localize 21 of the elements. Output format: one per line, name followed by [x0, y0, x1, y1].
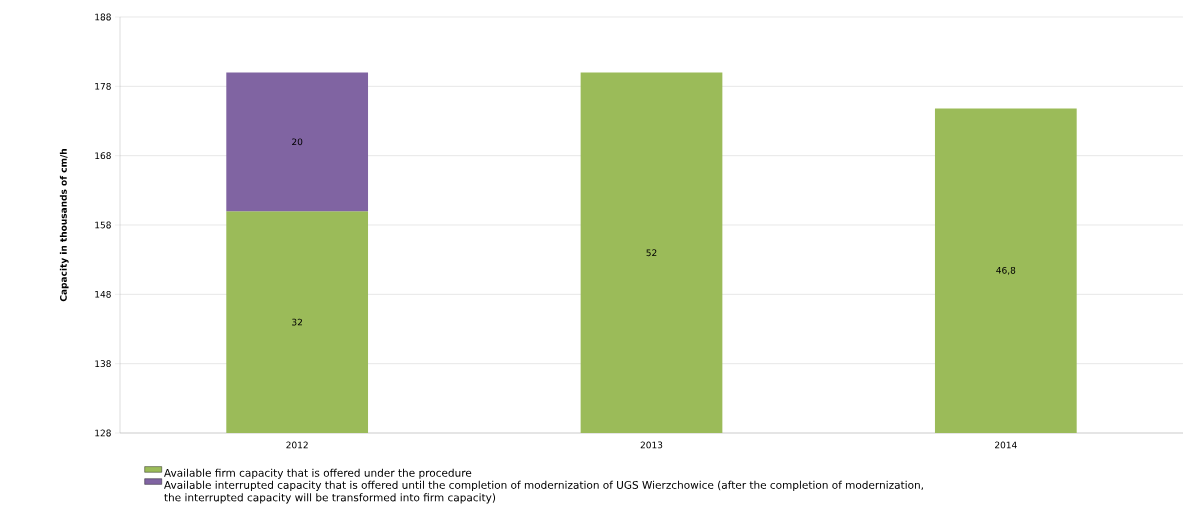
bar — [934, 108, 1077, 433]
y-tick-label: 178 — [95, 82, 111, 90]
y-tick-label: 158 — [95, 221, 111, 229]
bar — [226, 72, 369, 212]
y-tick-label: 128 — [95, 429, 111, 437]
y-axis-title: Capacity in thousands of cm/h — [59, 149, 69, 302]
x-tick-label: 2014 — [995, 441, 1017, 449]
data-label: 20 — [292, 138, 303, 146]
data-label: 52 — [646, 249, 657, 257]
y-tick-label: 138 — [95, 360, 111, 368]
bar — [580, 72, 723, 433]
y-tick-label: 148 — [95, 290, 111, 298]
data-label: 46,8 — [996, 266, 1016, 275]
x-tick-label: 2012 — [286, 441, 308, 449]
y-tick-label: 188 — [95, 13, 111, 21]
y-tick-label: 168 — [95, 152, 111, 160]
x-tick-label: 2013 — [640, 441, 663, 449]
data-label: 32 — [292, 318, 302, 326]
legend-label: Available firm capacity that is offered under the procedure — [164, 468, 472, 479]
legend-label: Available interrupted capacity that is offered until the completion of modernization of UGS Wierzchowice (after the completion of modernization, the interrupted capacity will be transformed into firm capacity) — [164, 480, 923, 504]
bar — [226, 211, 369, 433]
